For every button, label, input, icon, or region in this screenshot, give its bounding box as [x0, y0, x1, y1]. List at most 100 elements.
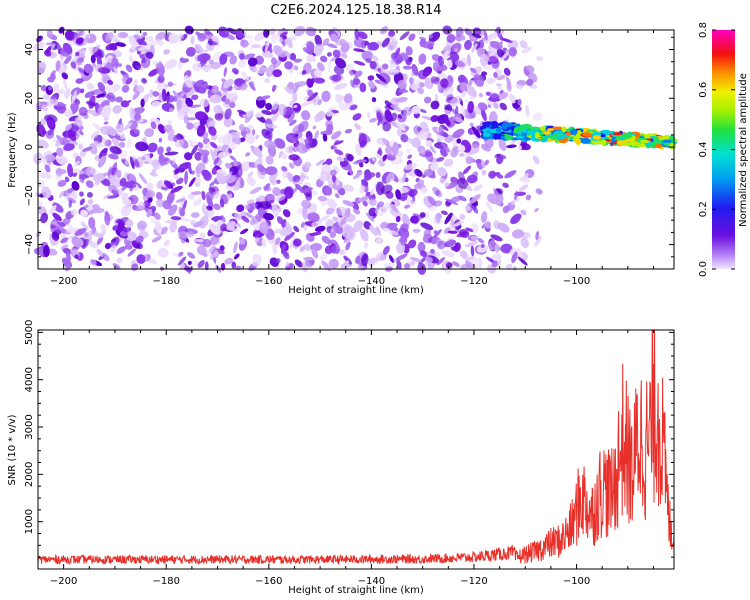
noise-blob: [178, 217, 192, 222]
noise-blob: [294, 81, 307, 87]
noise-blob: [199, 232, 206, 239]
noise-blob: [224, 257, 234, 265]
noise-blob: [42, 93, 51, 101]
signal-blob: [551, 126, 562, 131]
noise-blob: [325, 219, 335, 229]
noise-blob: [444, 182, 450, 187]
noise-blob: [445, 198, 459, 205]
spectrogram-frame: [37, 29, 675, 270]
noise-blob: [148, 68, 160, 77]
noise-blob: [163, 49, 171, 55]
noise-blob: [335, 93, 342, 103]
noise-blob: [190, 260, 199, 266]
noise-blob: [491, 32, 499, 39]
noise-blob: [500, 51, 509, 62]
noise-blob: [409, 260, 416, 266]
noise-blob: [375, 73, 387, 83]
noise-blob: [148, 258, 158, 265]
noise-blob: [353, 220, 364, 233]
noise-blob: [293, 238, 302, 247]
noise-blob: [157, 75, 165, 83]
noise-blob: [184, 170, 189, 185]
noise-blob: [314, 113, 322, 123]
noise-blob: [100, 231, 106, 236]
noise-blob: [496, 83, 502, 87]
noise-blob: [402, 171, 407, 183]
signal-blob: [575, 139, 581, 145]
noise-blob: [183, 75, 193, 88]
noise-blob: [419, 250, 428, 258]
noise-blob: [400, 192, 408, 200]
noise-blob: [79, 130, 84, 136]
noise-blob: [104, 31, 114, 43]
noise-blob: [317, 195, 328, 202]
noise-blob: [416, 29, 424, 35]
noise-blob: [117, 219, 125, 233]
noise-blob: [525, 104, 530, 117]
signal-blob: [504, 134, 514, 141]
noise-blob: [496, 31, 504, 41]
noise-blob: [197, 259, 205, 269]
noise-blob: [322, 133, 328, 142]
noise-blob: [522, 172, 529, 181]
noise-blob: [92, 88, 106, 96]
noise-blob: [264, 140, 277, 150]
noise-blob: [399, 31, 410, 41]
noise-blob: [70, 61, 77, 69]
noise-blob: [132, 128, 140, 134]
noise-blob: [65, 124, 72, 131]
figure-title: C2E6.2024.125.18.38.R14: [270, 3, 441, 18]
noise-blob: [416, 179, 425, 188]
noise-blob: [284, 61, 293, 70]
noise-blob: [86, 82, 95, 91]
noise-blob: [314, 130, 319, 141]
noise-blob: [525, 194, 531, 201]
noise-blob: [490, 234, 503, 242]
noise-blob: [363, 241, 369, 249]
noise-blob: [329, 169, 337, 177]
noise-blob: [186, 85, 197, 97]
noise-blob: [315, 159, 325, 166]
noise-blob: [144, 40, 158, 50]
noise-blob: [314, 34, 322, 47]
noise-blob: [228, 148, 232, 154]
noise-blob: [133, 78, 139, 87]
noise-blob: [37, 139, 49, 149]
x-tick-label: −180: [152, 276, 179, 287]
noise-blob: [369, 198, 377, 207]
noise-blob: [460, 35, 466, 41]
noise-blob: [130, 156, 135, 170]
noise-blob: [192, 62, 202, 72]
noise-blob: [272, 187, 281, 196]
noise-blob: [97, 143, 104, 148]
signal-blob: [616, 140, 625, 146]
noise-blob: [80, 209, 89, 218]
noise-blob: [376, 201, 385, 208]
noise-blob: [395, 189, 402, 200]
noise-blob: [453, 47, 459, 52]
colorbar-gradient: [712, 30, 735, 269]
noise-blob: [514, 190, 518, 201]
noise-blob: [494, 243, 500, 254]
noise-blob: [368, 80, 376, 89]
noise-blob: [117, 63, 122, 68]
noise-blob: [196, 245, 207, 256]
noise-blob: [209, 251, 218, 260]
noise-blob: [131, 42, 139, 50]
noise-blob: [497, 85, 502, 90]
noise-blob: [341, 260, 349, 270]
x-tick-label: −200: [50, 576, 77, 587]
signal-blob: [543, 135, 550, 139]
noise-blob: [285, 37, 293, 49]
noise-blob: [106, 55, 113, 63]
y-tick-label: 1000: [24, 509, 35, 534]
noise-blob: [371, 157, 376, 162]
noise-blob: [78, 106, 88, 117]
noise-blob: [452, 261, 460, 267]
noise-blob: [252, 254, 262, 263]
noise-blob: [425, 140, 433, 147]
colorbar-tick-label: 0.8: [698, 22, 709, 38]
noise-blob: [78, 170, 85, 175]
y-tick-label: 20: [24, 92, 35, 105]
noise-blob: [264, 40, 270, 54]
